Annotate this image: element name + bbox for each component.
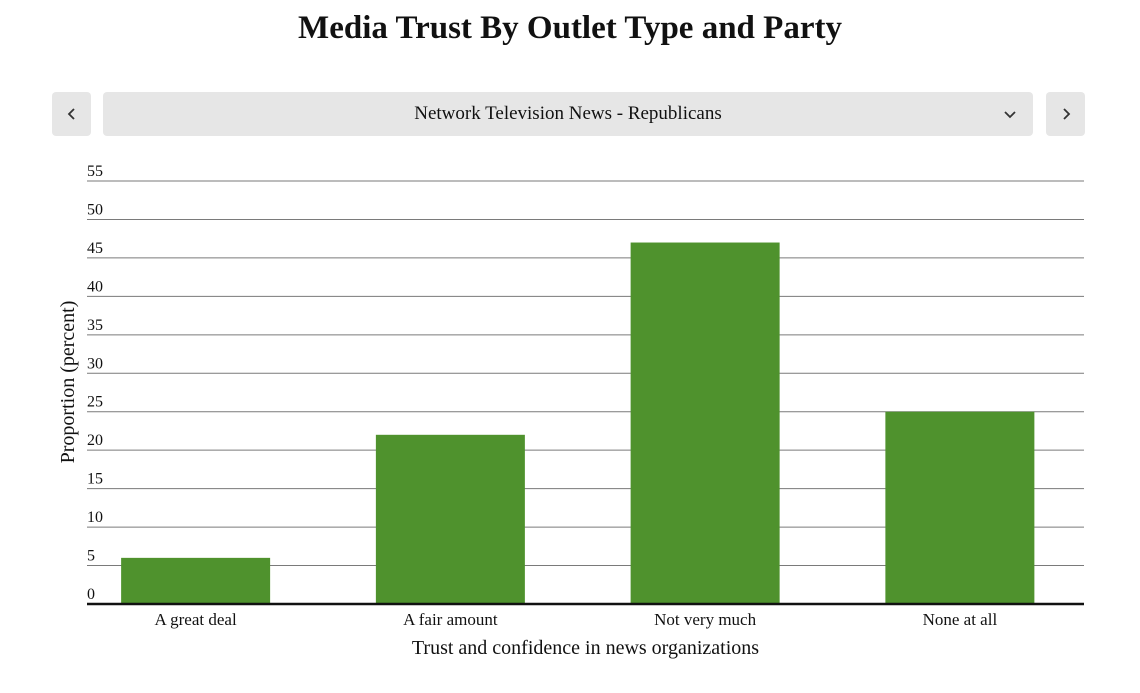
chart-title: Media Trust By Outlet Type and Party: [298, 10, 842, 46]
y-tick-label: 45: [87, 240, 103, 257]
bar: [121, 557, 271, 604]
y-tick-label: 35: [87, 317, 103, 334]
x-axis-title: Trust and confidence in news organizatio…: [412, 637, 759, 659]
bar: [375, 434, 525, 604]
y-tick-label: 40: [87, 278, 103, 295]
previous-button[interactable]: [52, 92, 91, 136]
y-tick-label: 25: [87, 394, 103, 411]
y-tick-label: 15: [87, 471, 103, 488]
x-tick-labels: A great deal A fair amount Not very much No…: [155, 610, 998, 629]
y-tick-label: 5: [87, 548, 95, 565]
y-tick-label: 10: [87, 509, 103, 526]
y-tick-label: 55: [87, 163, 103, 180]
next-button[interactable]: [1046, 92, 1085, 136]
chevron-right-icon: [1062, 108, 1070, 120]
x-tick-label: None at all: [923, 610, 998, 629]
gridlines: [87, 180, 1084, 567]
bar: [885, 411, 1035, 604]
bar: [630, 242, 780, 604]
bars: [121, 242, 1035, 604]
y-tick-label: 20: [87, 432, 103, 449]
y-axis-title: Proportion (percent): [57, 301, 79, 464]
y-tick-label: 50: [87, 201, 103, 218]
dataset-select[interactable]: Network Television News - Republicans: [103, 92, 1033, 136]
bar-chart: 0 5 10 15 20 25 30 35 40 45 50 55 A great deal A fai…: [57, 163, 1084, 659]
x-tick-label: A fair amount: [403, 610, 498, 629]
y-tick-label: 30: [87, 355, 103, 372]
chevron-down-icon: [1004, 111, 1016, 119]
x-tick-label: Not very much: [654, 610, 756, 629]
x-tick-label: A great deal: [155, 610, 237, 629]
y-tick-label: 0: [87, 586, 95, 603]
dataset-select-value: Network Television News - Republicans: [414, 103, 722, 124]
y-tick-labels: 0 5 10 15 20 25 30 35 40 45 50 55: [87, 163, 103, 603]
chevron-left-icon: [67, 108, 75, 120]
